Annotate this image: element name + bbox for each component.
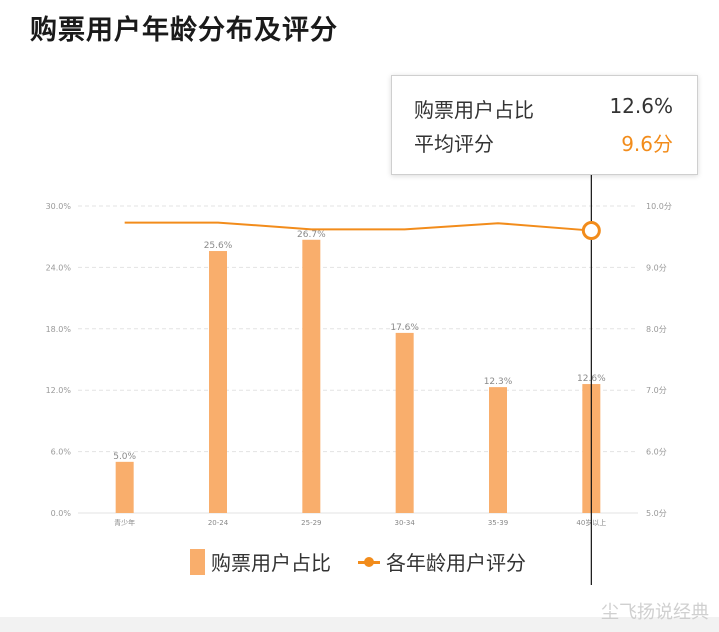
chart-legend: 购票用户占比 各年龄用户评分 [0,547,719,577]
x-tick-label: 20-24 [208,519,229,527]
legend-line-label: 各年龄用户评分 [386,551,526,575]
tooltip-rating-value: 9.6分 [621,132,673,156]
bar [395,332,414,513]
bar-data-label: 17.6% [390,323,419,333]
data-tooltip: 购票用户占比 12.6% 平均评分 9.6分 [391,75,698,175]
tooltip-share-value: 12.6% [609,94,673,118]
y-right-tick-label: 7.0分 [646,386,667,395]
bar-data-label: 5.0% [113,452,136,462]
bar [115,461,134,513]
x-tick-label: 30-34 [394,519,415,527]
y-left-tick-label: 30.0% [46,202,72,211]
y-left-tick-label: 18.0% [46,325,72,334]
bar [489,387,507,513]
bar-data-label: 25.6% [204,241,233,251]
y-right-tick-label: 9.0分 [646,263,667,272]
bar-data-label: 12.3% [484,377,513,387]
y-right-tick-label: 6.0分 [646,448,667,457]
x-tick-label: 25-29 [301,519,321,527]
x-tick-label: 青少年 [114,518,135,527]
x-tick-label: 35-39 [488,519,508,527]
y-left-tick-label: 24.0% [46,263,72,272]
bottom-strip [0,617,719,632]
bar [302,239,321,513]
y-left-tick-label: 6.0% [51,448,72,457]
watermark-text: 尘飞扬说经典 [601,602,709,623]
y-right-tick-label: 8.0分 [646,325,667,334]
bar-data-label: 26.7% [297,230,326,240]
y-left-tick-label: 0.0% [51,509,72,518]
tooltip-rating-label: 平均评分 [414,132,494,156]
chart-title: 购票用户年龄分布及评分 [30,15,338,46]
legend-item-bar[interactable]: 购票用户占比 [190,547,331,576]
bar [209,251,227,513]
bar-swatch-icon [190,548,205,575]
legend-bar-label: 购票用户占比 [211,551,331,575]
y-right-tick-label: 10.0分 [646,202,672,211]
line-dot-swatch-icon [358,549,380,575]
combo-chart: 0.0% 6.0% 12.0% 18.0% 24.0% 30.0% 5.0分 6.0分 7.0分… [46,175,672,585]
tooltip-share-label: 购票用户占比 [414,98,534,122]
y-left-tick-label: 12.0% [46,386,72,395]
highlight-point [581,221,601,241]
legend-item-line[interactable]: 各年龄用户评分 [358,547,526,576]
rating-line [124,221,592,232]
y-right-tick-label: 5.0分 [646,509,667,518]
